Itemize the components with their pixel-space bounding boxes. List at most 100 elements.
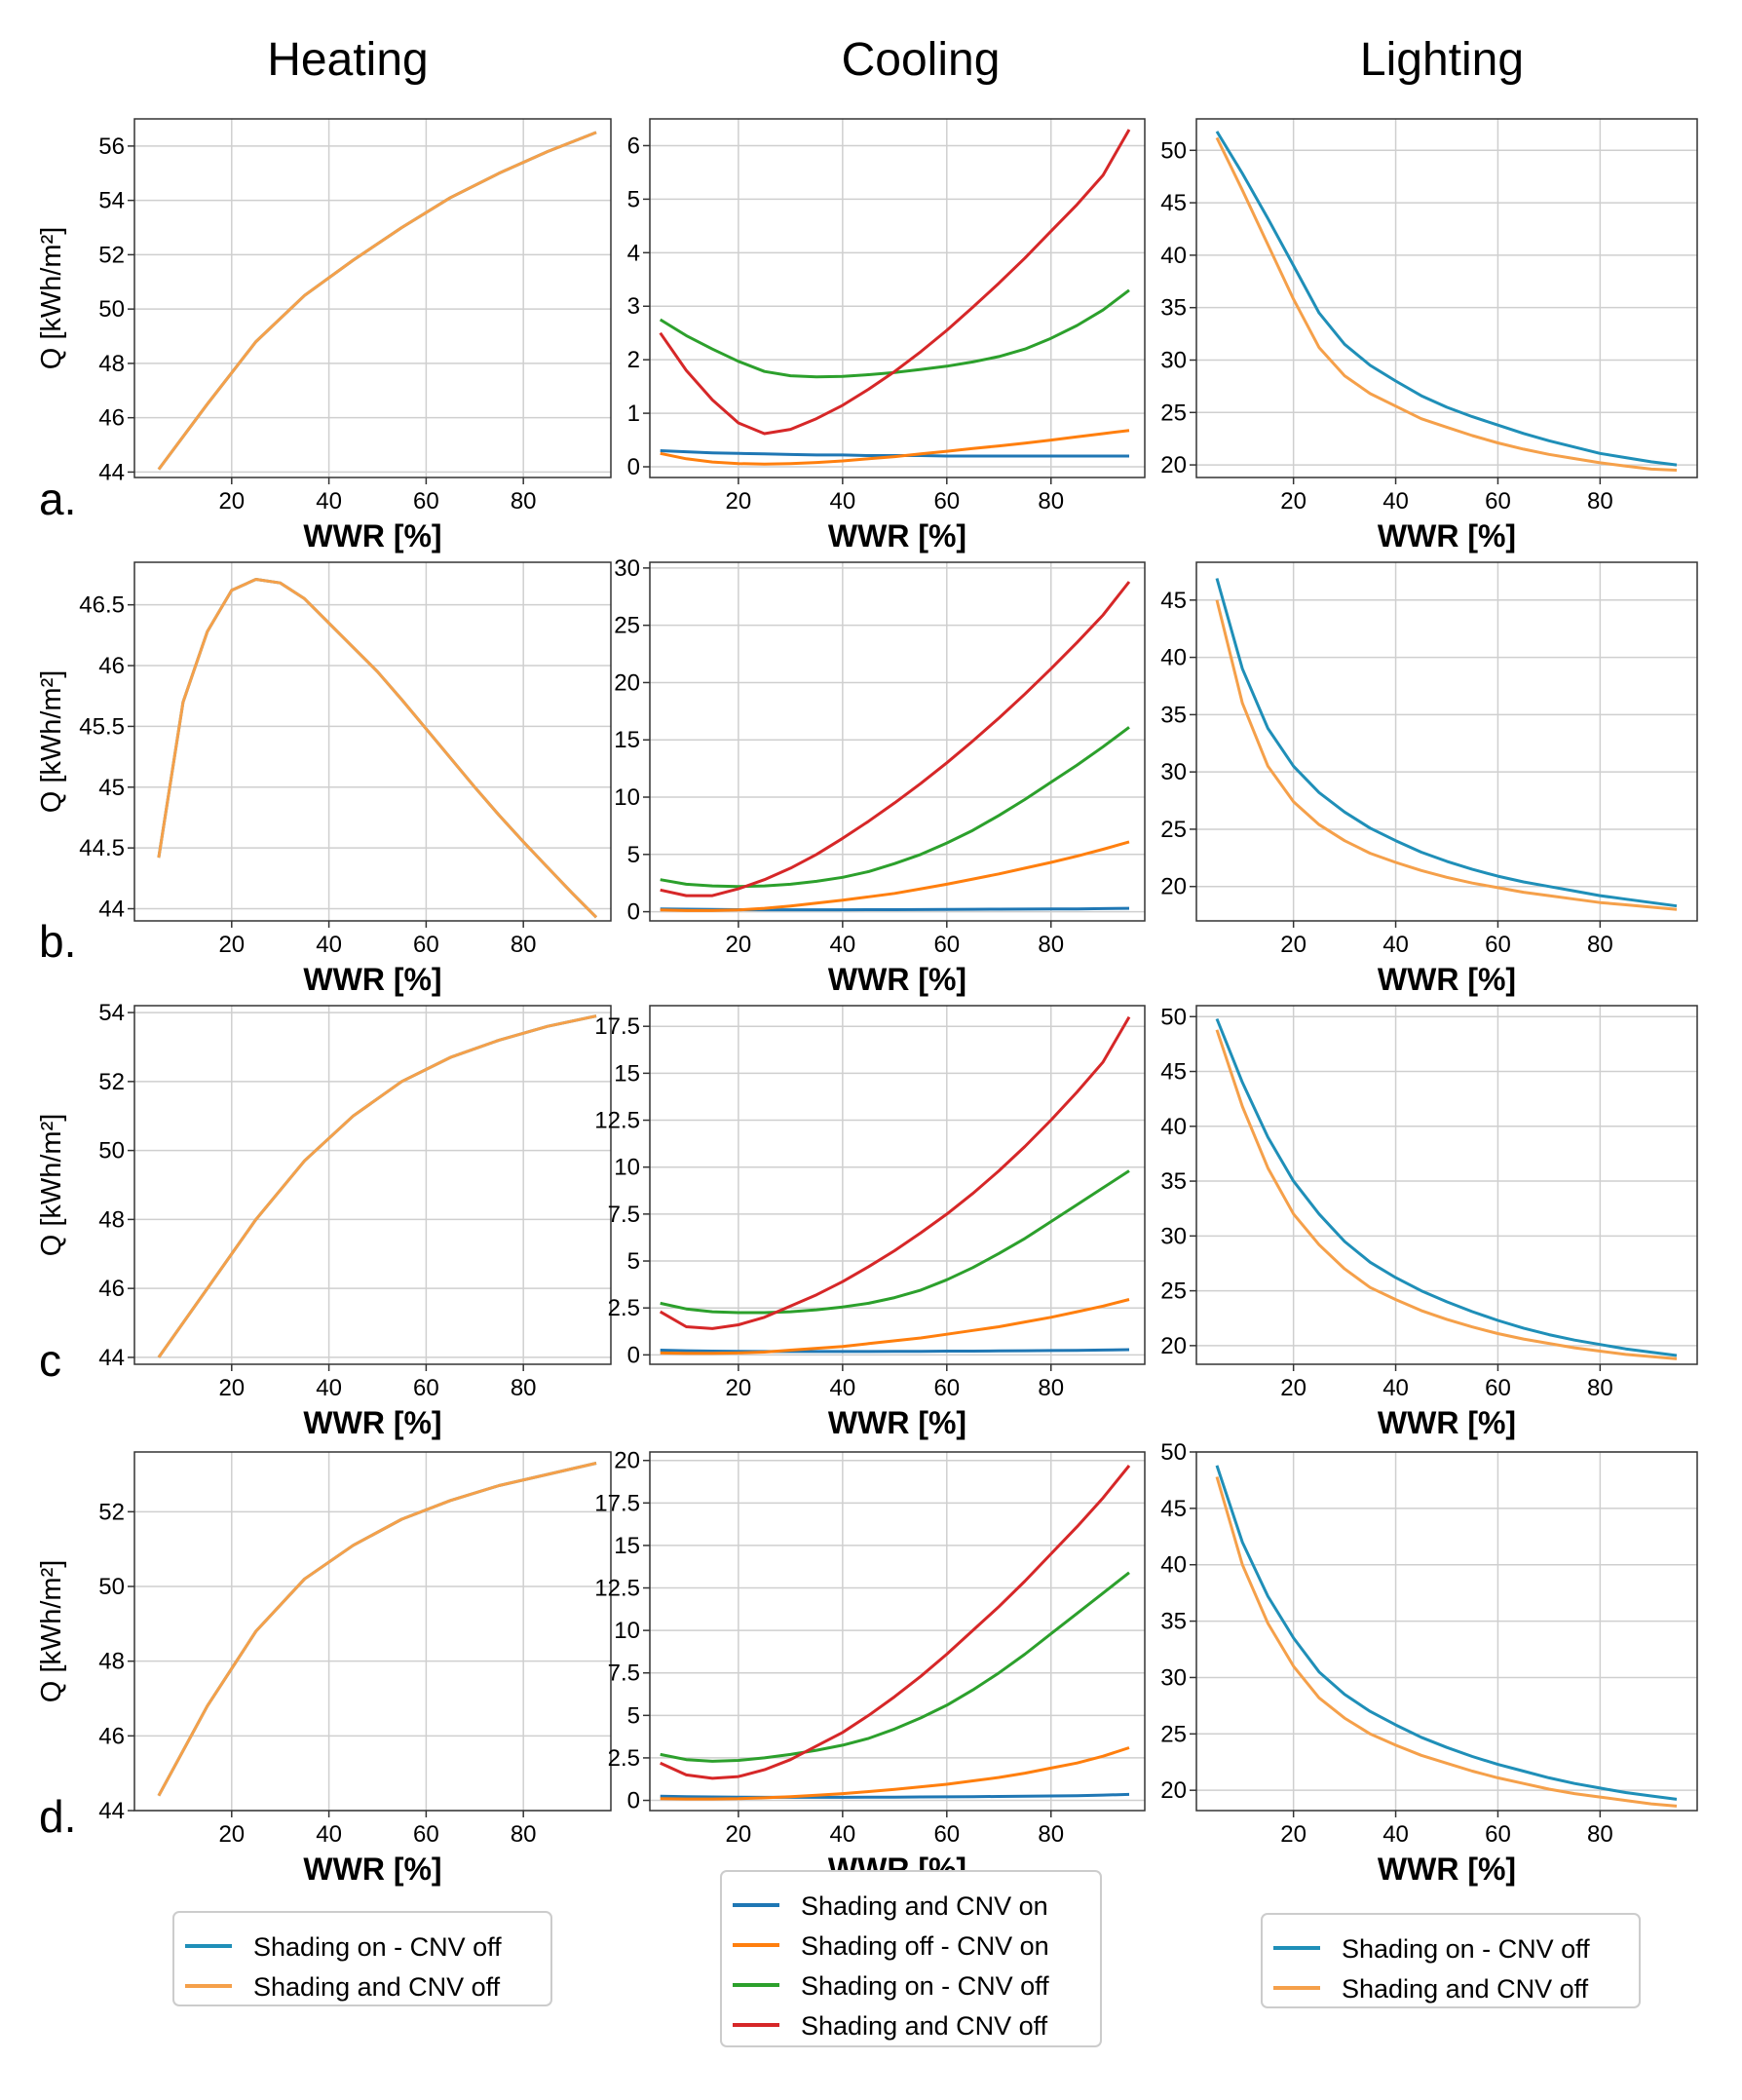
y-tick-label: 54 xyxy=(98,1000,125,1026)
series-line-shading-and-cnv-off xyxy=(157,1462,597,1797)
x-axis-label: WWR [%] xyxy=(303,1405,441,1440)
x-tick-label: 20 xyxy=(218,932,245,958)
series-line-shading-on-cnv-off xyxy=(660,1571,1130,1763)
y-tick-label: 15 xyxy=(614,1533,640,1559)
y-tick-label: 0 xyxy=(627,899,640,926)
y-tick-label: 35 xyxy=(1160,295,1187,322)
chart-a-lighting: 20 40 60 80 20 25 30 35 40 45 50 WWR [%] xyxy=(1160,118,1698,554)
plot-frame xyxy=(1195,561,1698,922)
series-line-shading-on-cnv-off xyxy=(157,131,597,471)
series-line-shading-and-cnv-off xyxy=(659,1015,1131,1330)
series-line-shading-and-cnv-off xyxy=(1215,136,1678,472)
y-tick-label: 20 xyxy=(1160,1333,1187,1359)
y-tick-label: 10 xyxy=(614,1618,640,1644)
series-line-shading-and-cnv-off xyxy=(1215,599,1678,911)
y-tick-label: 30 xyxy=(1160,1664,1187,1691)
y-tick-label: 50 xyxy=(98,296,125,323)
y-tick-label: 46.5 xyxy=(79,592,125,619)
y-tick-label: 35 xyxy=(1160,1168,1187,1195)
x-tick-label: 60 xyxy=(413,1821,439,1848)
x-tick-label: 80 xyxy=(511,1375,537,1401)
x-tick-label: 20 xyxy=(218,1821,245,1848)
series-line-shading-and-cnv-off xyxy=(1215,1029,1678,1360)
plot-frame xyxy=(133,1005,612,1365)
x-tick-label: 60 xyxy=(413,488,439,515)
legend-cooling: Shading and CNV on Shading off - CNV on Sh… xyxy=(720,1870,1102,2047)
y-tick-label: 5 xyxy=(627,1702,640,1729)
x-tick-label: 40 xyxy=(830,1821,856,1848)
x-tick-label: 80 xyxy=(1587,1375,1613,1401)
x-tick-label: 60 xyxy=(1485,1821,1511,1848)
row-label-c: c xyxy=(39,1335,61,1386)
x-axis-label: WWR [%] xyxy=(1378,518,1516,554)
row-label-a: a. xyxy=(39,474,76,524)
legend-lighting: Shading on - CNV off Shading and CNV off xyxy=(1261,1913,1641,2008)
x-tick-label: 20 xyxy=(218,488,245,515)
y-tick-label: 6 xyxy=(627,133,640,159)
x-tick-label: 80 xyxy=(511,1821,537,1848)
y-tick-label: 50 xyxy=(98,1138,125,1165)
y-tick-label: 46 xyxy=(98,653,125,679)
series-line-shading-on-cnv-off xyxy=(157,1014,597,1358)
y-tick-label: 4 xyxy=(627,240,640,266)
x-tick-label: 40 xyxy=(830,932,856,958)
series-line-shading-on-cnv-off xyxy=(660,726,1130,889)
series-line-shading-and-cnv-off xyxy=(157,1014,597,1358)
legend-entry-label: Shading and CNV off xyxy=(801,2011,1048,2041)
y-tick-label: 7.5 xyxy=(608,1202,640,1228)
y-tick-label: 20 xyxy=(1160,1777,1187,1804)
x-tick-label: 40 xyxy=(316,1375,342,1401)
x-tick-label: 20 xyxy=(726,932,752,958)
y-tick-label: 20 xyxy=(614,1448,640,1474)
x-tick-label: 80 xyxy=(1587,932,1613,958)
y-tick-label: 20 xyxy=(614,669,640,696)
y-tick-label: 46 xyxy=(98,1276,125,1302)
legend-entry-label: Shading on - CNV off xyxy=(801,1971,1049,2001)
y-tick-label: 25 xyxy=(1160,400,1187,426)
y-tick-label: 45 xyxy=(1160,588,1187,614)
x-tick-label: 60 xyxy=(1485,932,1511,958)
x-tick-label: 40 xyxy=(830,488,856,515)
series-line-shading-on-cnv-off xyxy=(1215,1017,1678,1357)
row-label-b: b. xyxy=(39,916,76,967)
x-tick-label: 40 xyxy=(1382,1375,1409,1401)
y-tick-label: 25 xyxy=(614,613,640,639)
legend-heating: Shading on - CNV off Shading and CNV off xyxy=(172,1911,552,2006)
y-tick-label: 12.5 xyxy=(594,1576,640,1602)
chart-a-cooling: 20 40 60 80 0 1 2 3 4 5 6 WWR [%] xyxy=(627,118,1146,554)
series-line-shading-and-cnv-on xyxy=(660,1348,1130,1354)
y-tick-label: 10 xyxy=(614,1155,640,1181)
y-tick-label: 56 xyxy=(98,134,125,160)
y-tick-label: 52 xyxy=(98,242,125,268)
x-tick-label: 20 xyxy=(726,1821,752,1848)
plot-frame xyxy=(133,1451,612,1812)
x-tick-label: 40 xyxy=(316,488,342,515)
series-line-shading-on-cnv-off xyxy=(157,1462,597,1797)
series-line-shading-on-cnv-off xyxy=(659,288,1130,379)
plot-frame xyxy=(133,118,612,478)
y-tick-label: 40 xyxy=(1160,243,1187,269)
y-tick-label: 2.5 xyxy=(608,1295,640,1321)
y-tick-label: 50 xyxy=(1160,1004,1187,1030)
row-label-d: d. xyxy=(39,1791,76,1842)
column-title-cooling: Cooling xyxy=(842,34,1001,86)
plot-frame xyxy=(1195,1005,1698,1365)
y-tick-label: 45 xyxy=(1160,190,1187,216)
legend-frame xyxy=(172,1911,552,2006)
legend-entry-label: Shading on - CNV off xyxy=(253,1932,502,1962)
legend-entry-label: Shading and CNV off xyxy=(253,1972,501,2002)
y-axis-label: Q [kWh/m²] xyxy=(36,1114,67,1257)
y-tick-label: 2 xyxy=(627,347,640,373)
chart-d-lighting: 20 40 60 80 20 25 30 35 40 45 50 WWR [%] xyxy=(1160,1439,1698,1887)
x-tick-label: 60 xyxy=(413,932,439,958)
chart-c-lighting: 20 40 60 80 20 25 30 35 40 45 50 WWR [%] xyxy=(1160,1004,1698,1440)
x-tick-label: 80 xyxy=(1038,1821,1064,1848)
y-tick-label: 44 xyxy=(98,1798,125,1824)
x-tick-label: 20 xyxy=(1280,488,1306,515)
x-tick-label: 20 xyxy=(1280,1821,1306,1848)
x-tick-label: 60 xyxy=(933,1375,960,1401)
y-tick-label: 45 xyxy=(1160,1059,1187,1086)
series-line-shading-on-cnv-off xyxy=(157,578,598,919)
x-tick-label: 40 xyxy=(316,932,342,958)
x-tick-label: 80 xyxy=(1587,488,1613,515)
